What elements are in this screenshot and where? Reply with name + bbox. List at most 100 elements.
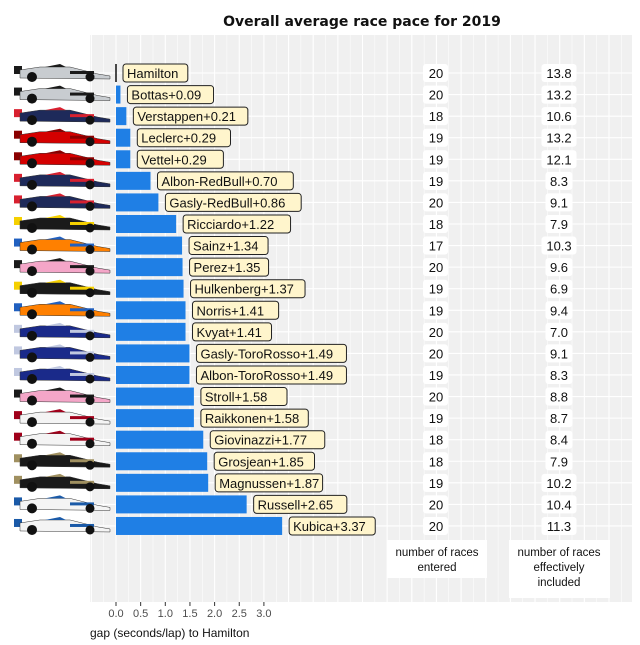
- bar-label: Giovinazzi+1.77: [214, 433, 307, 448]
- bar-label: Kubica+3.37: [293, 519, 366, 534]
- bar: [116, 495, 247, 513]
- front-wheel: [86, 73, 95, 82]
- car-cockpit: [45, 323, 66, 326]
- car-cockpit: [45, 474, 66, 477]
- races-included: 10.3: [546, 239, 571, 254]
- races-entered: 20: [429, 66, 443, 81]
- front-wheel: [86, 331, 95, 340]
- x-tick-label: 1.5: [182, 608, 197, 620]
- races-entered: 20: [429, 325, 443, 340]
- races-included: 7.9: [550, 454, 568, 469]
- car-cockpit: [45, 431, 66, 434]
- front-wheel: [86, 137, 95, 146]
- races-included: 13.2: [546, 88, 571, 103]
- rear-wheel: [27, 180, 37, 190]
- rear-wheel: [27, 223, 37, 233]
- races-included: 10.4: [546, 497, 571, 512]
- car-cockpit: [45, 86, 66, 89]
- bar-label: Perez+1.35: [194, 260, 261, 275]
- front-wheel: [86, 374, 95, 383]
- bar: [116, 258, 183, 276]
- bar: [116, 237, 182, 255]
- car-cockpit: [45, 150, 66, 153]
- rear-wheel: [27, 137, 37, 147]
- races-entered: 18: [429, 109, 443, 124]
- rear-wheel: [27, 417, 37, 427]
- bar: [116, 344, 189, 362]
- races-entered: 20: [429, 346, 443, 361]
- front-wheel: [86, 525, 95, 534]
- rear-wheel: [27, 331, 37, 341]
- bar-label: Stroll+1.58: [205, 390, 268, 405]
- bar: [116, 107, 126, 125]
- car-cockpit: [45, 409, 66, 412]
- races-included: 8.7: [550, 411, 568, 426]
- races-entered: 20: [429, 390, 443, 405]
- rear-wheel: [27, 460, 37, 470]
- front-wheel: [86, 245, 95, 254]
- rear-wheel: [27, 439, 37, 449]
- bar: [116, 280, 184, 298]
- bar: [116, 172, 151, 190]
- front-wheel: [86, 223, 95, 232]
- races-included: 13.8: [546, 66, 571, 81]
- rear-wheel: [27, 309, 37, 319]
- races-included: 10.2: [546, 476, 571, 491]
- rear-wheel: [27, 374, 37, 384]
- races-entered: 20: [429, 88, 443, 103]
- front-wheel: [86, 504, 95, 513]
- bar-label: Raikkonen+1.58: [205, 411, 299, 426]
- races-entered: 20: [429, 519, 443, 534]
- races-entered: 18: [429, 433, 443, 448]
- races-entered: 19: [429, 303, 443, 318]
- races-entered: 20: [429, 497, 443, 512]
- races-included: 9.1: [550, 346, 568, 361]
- races-entered: 19: [429, 152, 443, 167]
- x-axis-title: gap (seconds/lap) to Hamilton: [90, 626, 249, 640]
- races-entered: 19: [429, 476, 443, 491]
- races-included: 9.6: [550, 260, 568, 275]
- races-included: 7.0: [550, 325, 568, 340]
- rear-wheel: [27, 72, 37, 82]
- rear-wheel: [27, 503, 37, 513]
- rear-wheel: [27, 396, 37, 406]
- car-cockpit: [45, 193, 66, 196]
- front-wheel: [86, 482, 95, 491]
- bar: [116, 129, 130, 147]
- bar-label: Norris+1.41: [197, 303, 265, 318]
- bar-label: Vettel+0.29: [141, 152, 206, 167]
- car-cockpit: [45, 107, 66, 110]
- rear-wheel: [27, 288, 37, 298]
- bar: [116, 388, 194, 406]
- car-cockpit: [45, 344, 66, 347]
- bar-label: Sainz+1.34: [193, 239, 258, 254]
- races-included: 8.3: [550, 368, 568, 383]
- car-cockpit: [45, 280, 66, 283]
- races-entered: 18: [429, 217, 443, 232]
- bar-label: Gasly-RedBull+0.86: [169, 195, 285, 210]
- races-included: 6.9: [550, 282, 568, 297]
- rear-wheel: [27, 245, 37, 255]
- races-entered: 18: [429, 454, 443, 469]
- bar-label: Magnussen+1.87: [219, 476, 319, 491]
- bar-label: Verstappen+0.21: [137, 109, 236, 124]
- front-wheel: [86, 396, 95, 405]
- rear-wheel: [27, 352, 37, 362]
- races-entered: 20: [429, 260, 443, 275]
- bar-label: Kvyat+1.41: [197, 325, 262, 340]
- x-tick-label: 0.0: [108, 608, 123, 620]
- rear-wheel: [27, 525, 37, 535]
- rear-wheel: [27, 94, 37, 104]
- x-tick-label: 2.5: [232, 608, 247, 620]
- bar: [116, 474, 208, 492]
- rear-wheel: [27, 266, 37, 276]
- front-wheel: [86, 418, 95, 427]
- races-included: 11.3: [547, 519, 571, 534]
- bar-label: Ricciardo+1.22: [187, 217, 274, 232]
- races-included: 9.4: [550, 303, 568, 318]
- front-wheel: [86, 439, 95, 448]
- rear-wheel: [27, 201, 37, 211]
- x-tick-label: 0.5: [133, 608, 148, 620]
- races-entered: 17: [429, 239, 443, 254]
